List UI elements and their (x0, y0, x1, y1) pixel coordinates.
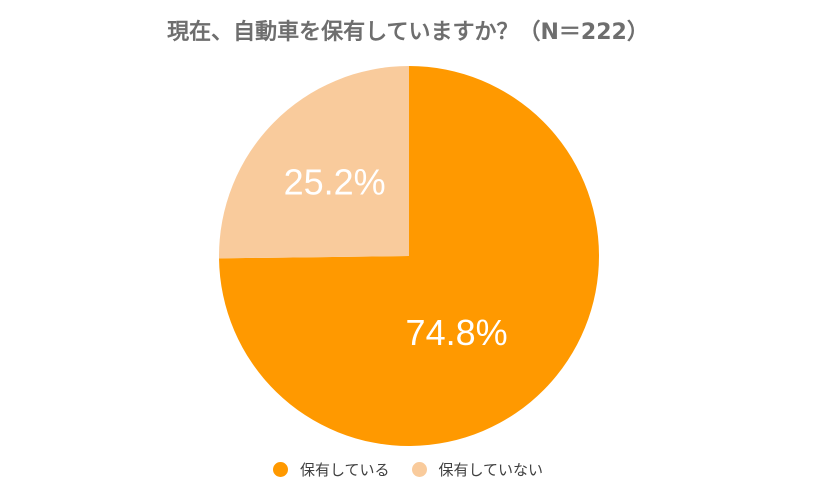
legend-marker (272, 462, 288, 477)
chart-title: 現在、自動車を保有していますか？（N＝222） (167, 20, 649, 45)
data-label: 74.8% (406, 312, 508, 353)
legend-label: 保有していない (438, 461, 544, 479)
legend-label: 保有している (299, 461, 390, 479)
data-label: 25.2% (284, 162, 386, 203)
legend-item-not-own: 保有していない (411, 459, 544, 480)
pie-slice (219, 66, 409, 259)
legend: 保有している 保有していない (0, 459, 816, 480)
legend-marker (411, 462, 427, 477)
pie-slice (219, 66, 599, 446)
legend-item-owns: 保有している (272, 459, 390, 480)
